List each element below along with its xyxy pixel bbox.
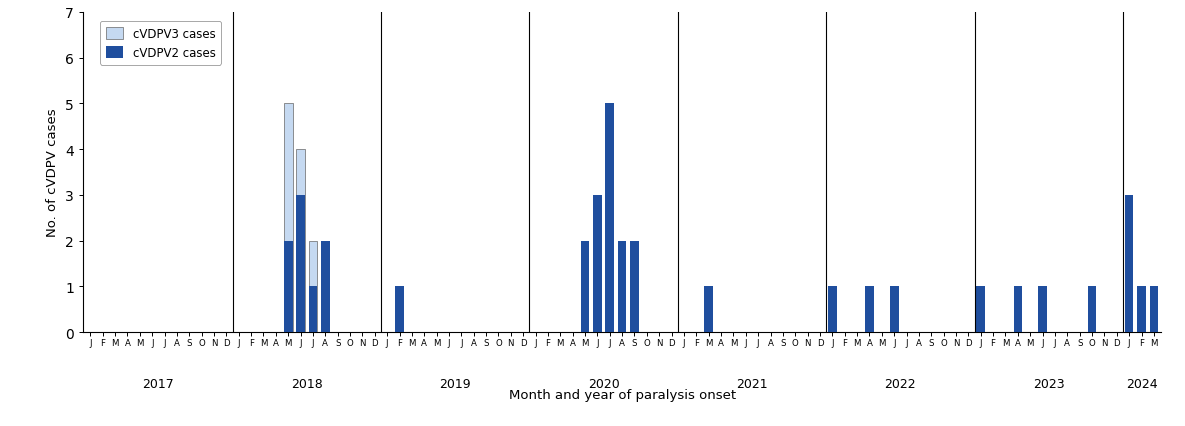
Y-axis label: No. of cVDPV cases: No. of cVDPV cases (46, 108, 59, 237)
Bar (1013, 287, 1023, 332)
Bar (1125, 196, 1134, 332)
Bar (321, 241, 329, 332)
Bar (976, 287, 985, 332)
Bar (1088, 287, 1096, 332)
Bar (581, 241, 589, 332)
Bar (1038, 287, 1046, 332)
Text: 2024: 2024 (1126, 377, 1158, 390)
Bar (284, 104, 293, 332)
Bar (630, 241, 639, 332)
Text: 2019: 2019 (440, 377, 470, 390)
Legend: cVDPV3 cases, cVDPV2 cases: cVDPV3 cases, cVDPV2 cases (100, 22, 222, 66)
Bar (284, 241, 293, 332)
Text: 2023: 2023 (1033, 377, 1064, 390)
Bar (592, 196, 602, 332)
X-axis label: Month and year of paralysis onset: Month and year of paralysis onset (508, 389, 736, 401)
Bar (296, 150, 305, 332)
Bar (606, 104, 614, 332)
Text: 2017: 2017 (142, 377, 174, 390)
Bar (865, 287, 873, 332)
Bar (704, 287, 713, 332)
Bar (1149, 287, 1158, 332)
Bar (296, 196, 305, 332)
Bar (1138, 287, 1146, 332)
Bar (308, 287, 318, 332)
Text: 2020: 2020 (588, 377, 620, 390)
Bar (396, 287, 404, 332)
Bar (828, 287, 837, 332)
Bar (617, 241, 627, 332)
Text: 2018: 2018 (290, 377, 322, 390)
Text: 2022: 2022 (884, 377, 916, 390)
Bar (890, 287, 898, 332)
Text: 2021: 2021 (736, 377, 768, 390)
Bar (308, 241, 318, 332)
